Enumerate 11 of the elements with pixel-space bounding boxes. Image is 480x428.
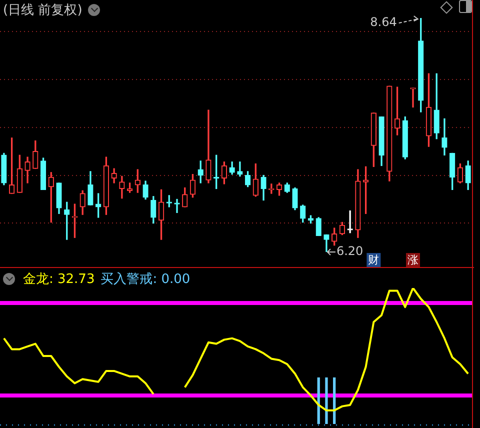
text: 涨 — [408, 253, 418, 266]
text: 买入警戒: 0.00 — [100, 271, 190, 288]
annotation: 6.20 — [336, 244, 364, 258]
candlestick — [347, 210, 353, 234]
annotation: 8.64 — [370, 15, 397, 30]
text: 财 — [368, 253, 380, 266]
candlestick — [237, 162, 243, 177]
candlestick — [174, 198, 180, 214]
chart-title: (日线 前复权) — [3, 2, 82, 19]
text: 金龙: 32.73 — [23, 271, 95, 288]
candlestick — [410, 88, 416, 108]
